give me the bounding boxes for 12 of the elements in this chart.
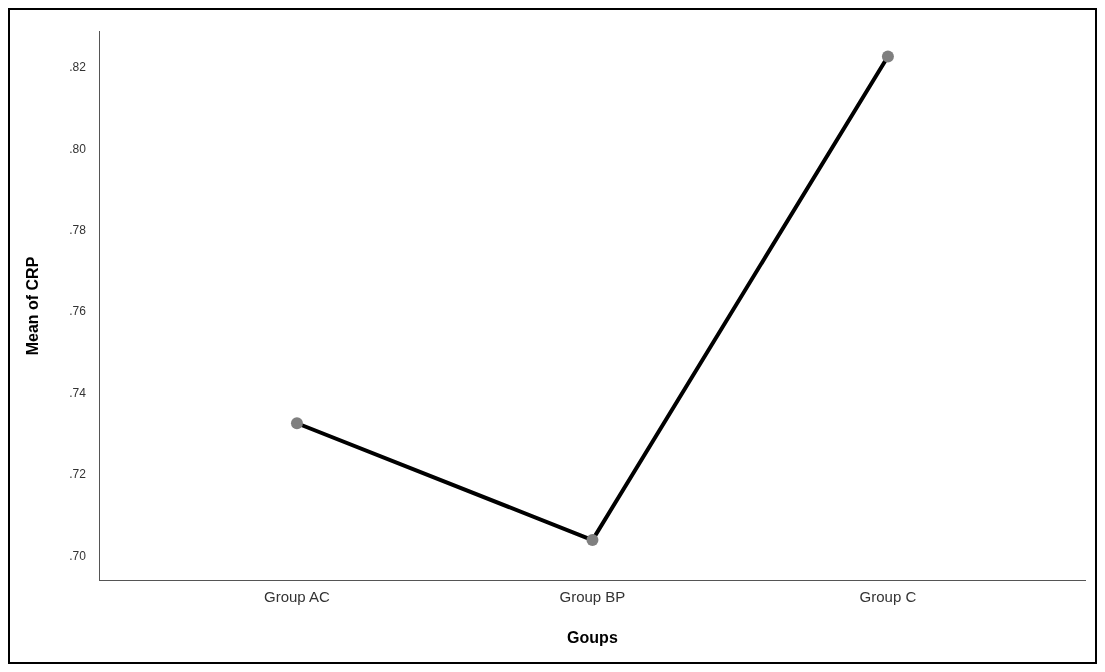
y-tick-label: .70 bbox=[69, 548, 87, 563]
y-tick-label: .78 bbox=[69, 223, 87, 237]
y-tick-label: .82 bbox=[69, 60, 87, 75]
x-axis-title: Goups bbox=[567, 628, 618, 646]
y-tick-label: .80 bbox=[69, 141, 87, 156]
y-tick-label: .72 bbox=[69, 467, 87, 482]
x-tick-label: Group BP bbox=[559, 587, 626, 605]
y-tick-label: .76 bbox=[69, 304, 87, 319]
y-tick-label: .74 bbox=[69, 385, 87, 400]
y-axis-title: Mean of CRP bbox=[24, 256, 42, 356]
x-tick-label: Group C bbox=[859, 587, 917, 605]
x-tick-label: Group AC bbox=[264, 587, 331, 605]
